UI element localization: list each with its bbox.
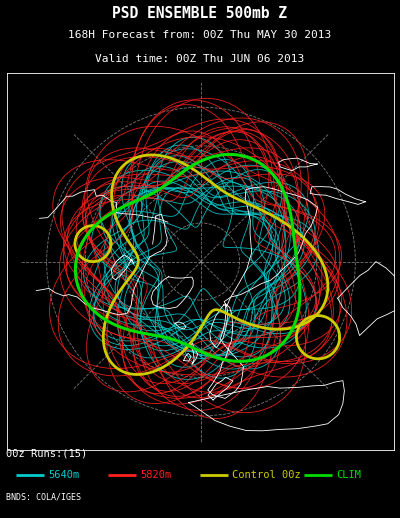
Text: 5820m: 5820m (140, 470, 171, 480)
Text: CLIM: CLIM (336, 470, 361, 480)
Text: 00z Runs:(15): 00z Runs:(15) (6, 449, 87, 459)
Text: Control 00z: Control 00z (232, 470, 301, 480)
Text: 168H Forecast from: 00Z Thu MAY 30 2013: 168H Forecast from: 00Z Thu MAY 30 2013 (68, 31, 332, 40)
Text: BNDS: COLA/IGES: BNDS: COLA/IGES (6, 493, 81, 501)
Text: 5640m: 5640m (48, 470, 79, 480)
Text: PSD ENSEMBLE 500mb Z: PSD ENSEMBLE 500mb Z (112, 6, 288, 21)
Text: Valid time: 00Z Thu JUN 06 2013: Valid time: 00Z Thu JUN 06 2013 (95, 54, 305, 64)
